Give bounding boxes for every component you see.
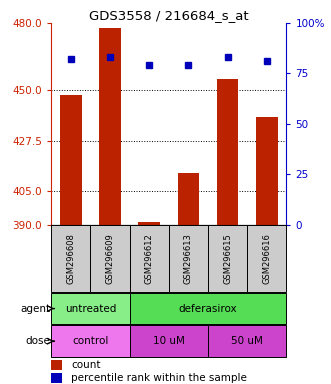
Bar	[51, 293, 130, 324]
Bar	[130, 325, 208, 357]
Bar	[217, 79, 238, 225]
Bar	[51, 225, 90, 292]
Text: GSM296609: GSM296609	[106, 233, 115, 284]
Bar	[51, 325, 130, 357]
Bar	[60, 95, 82, 225]
Bar	[208, 225, 247, 292]
Bar	[51, 373, 62, 383]
Bar	[90, 225, 130, 292]
Text: 50 uM: 50 uM	[231, 336, 263, 346]
Bar	[51, 360, 62, 370]
Text: count: count	[71, 360, 101, 370]
Text: deferasirox: deferasirox	[179, 303, 237, 314]
Text: percentile rank within the sample: percentile rank within the sample	[71, 373, 247, 383]
Bar	[256, 117, 277, 225]
Bar	[99, 28, 121, 225]
Title: GDS3558 / 216684_s_at: GDS3558 / 216684_s_at	[89, 9, 249, 22]
Text: GSM296616: GSM296616	[262, 233, 271, 284]
Bar	[130, 225, 169, 292]
Bar	[130, 293, 286, 324]
Text: GSM296613: GSM296613	[184, 233, 193, 284]
Text: control: control	[72, 336, 109, 346]
Text: GSM296608: GSM296608	[67, 233, 75, 284]
Bar	[208, 325, 286, 357]
Text: untreated: untreated	[65, 303, 116, 314]
Text: agent: agent	[21, 303, 51, 314]
Bar	[178, 173, 199, 225]
Bar	[138, 222, 160, 225]
Text: dose: dose	[25, 336, 51, 346]
Bar	[169, 225, 208, 292]
Text: GSM296615: GSM296615	[223, 233, 232, 284]
Text: 10 uM: 10 uM	[153, 336, 185, 346]
Bar	[247, 225, 286, 292]
Text: GSM296612: GSM296612	[145, 233, 154, 284]
